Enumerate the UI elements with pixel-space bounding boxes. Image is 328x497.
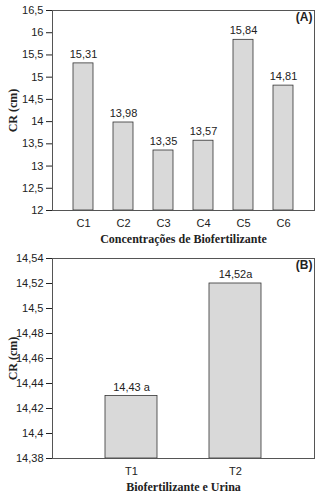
svg-text:14,48: 14,48 — [16, 327, 44, 339]
svg-text:16: 16 — [31, 26, 43, 38]
svg-text:Concentrações de Biofertilizan: Concentrações de Biofertilizante — [100, 232, 267, 246]
svg-text:15,31: 15,31 — [70, 48, 98, 60]
svg-text:13,98: 13,98 — [110, 107, 138, 119]
svg-text:14,5: 14,5 — [22, 302, 43, 314]
svg-text:14,43 a: 14,43 a — [113, 381, 151, 393]
svg-text:14,54: 14,54 — [16, 252, 44, 264]
svg-text:16,5: 16,5 — [22, 4, 43, 16]
svg-text:14: 14 — [31, 115, 43, 127]
svg-text:15: 15 — [31, 71, 43, 83]
svg-text:T2: T2 — [229, 465, 242, 477]
svg-text:14,52a: 14,52a — [219, 268, 254, 280]
svg-text:14,42: 14,42 — [16, 402, 44, 414]
svg-text:12,5: 12,5 — [22, 182, 43, 194]
svg-text:14,4: 14,4 — [22, 427, 43, 439]
svg-text:14,46: 14,46 — [16, 352, 44, 364]
svg-text:CR (cm): CR (cm) — [6, 337, 20, 381]
svg-text:C2: C2 — [116, 217, 130, 229]
svg-text:C5: C5 — [236, 217, 250, 229]
svg-text:Biofertilizante e Urina: Biofertilizante e Urina — [126, 480, 241, 494]
svg-text:CR (cm): CR (cm) — [6, 89, 20, 133]
svg-text:T1: T1 — [125, 465, 138, 477]
svg-text:(B): (B) — [296, 258, 313, 272]
svg-text:14,38: 14,38 — [16, 452, 44, 464]
svg-text:13: 13 — [31, 160, 43, 172]
svg-text:15,5: 15,5 — [22, 48, 43, 60]
svg-text:C4: C4 — [196, 217, 210, 229]
svg-text:14,81: 14,81 — [270, 70, 298, 82]
svg-text:15,84: 15,84 — [230, 24, 258, 36]
svg-text:C3: C3 — [156, 217, 170, 229]
svg-text:13,57: 13,57 — [190, 125, 218, 137]
svg-text:13,35: 13,35 — [150, 135, 178, 147]
svg-text:C1: C1 — [76, 217, 90, 229]
svg-text:14,5: 14,5 — [22, 93, 43, 105]
svg-text:14,44: 14,44 — [16, 377, 44, 389]
svg-text:C6: C6 — [276, 217, 290, 229]
svg-text:12: 12 — [31, 204, 43, 216]
svg-text:14,52: 14,52 — [16, 277, 44, 289]
svg-text:13,5: 13,5 — [22, 137, 43, 149]
svg-text:(A): (A) — [296, 10, 313, 24]
